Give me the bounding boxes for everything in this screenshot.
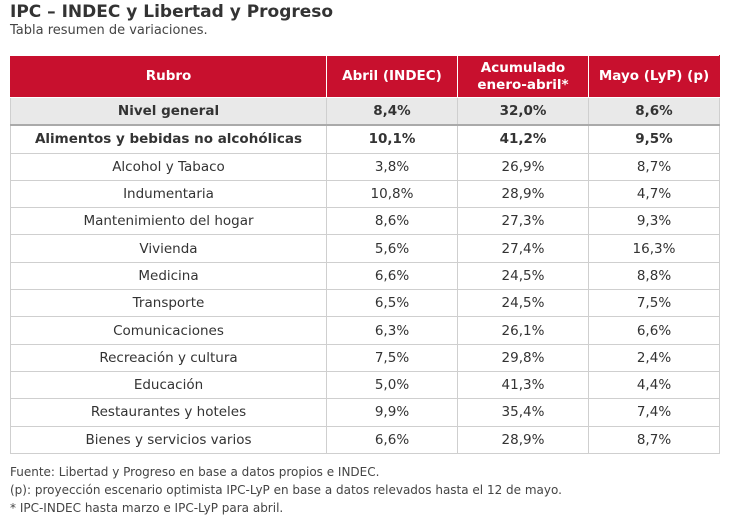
cell-mayo: 9,3% (588, 207, 720, 236)
cell-abril: 6,5% (326, 289, 458, 318)
page-title: IPC – INDEC y Libertad y Progreso (10, 2, 334, 22)
cell-abril: 6,6% (326, 425, 458, 454)
cell-abril: 6,3% (326, 316, 458, 345)
cell-abril: 8,6% (326, 207, 458, 236)
table-row: Restaurantes y hoteles 9,9% 35,4% 7,4% (10, 398, 720, 427)
cell-acumulado: 27,4% (457, 234, 589, 263)
table-row: Educación 5,0% 41,3% 4,4% (10, 370, 720, 400)
cell-mayo: 6,6% (588, 316, 720, 345)
cell-mayo: 7,5% (588, 289, 720, 318)
cell-mayo: 4,7% (588, 179, 720, 209)
cell-mayo: 8,7% (588, 152, 720, 181)
cell-abril: 5,6% (326, 234, 458, 263)
cell-rubro: Indumentaria (10, 179, 327, 209)
source-note: Fuente: Libertad y Progreso en base a da… (10, 465, 380, 479)
cell-mayo: 16,3% (588, 234, 720, 263)
cell-acumulado: 28,9% (457, 179, 589, 209)
variations-table: Rubro Abril (INDEC) Acumulado enero-abri… (10, 55, 720, 454)
header-acumulado: Acumulado enero-abril* (457, 55, 589, 98)
cell-acumulado: 27,3% (457, 207, 589, 236)
header-rubro: Rubro (10, 55, 327, 98)
table-row: Transporte 6,5% 24,5% 7,5% (10, 289, 720, 318)
cell-abril: 3,8% (326, 152, 458, 181)
cell-rubro: Nivel general (10, 97, 327, 127)
asterisk-note: * IPC-INDEC hasta marzo e IPC-LyP para a… (10, 501, 284, 515)
cell-acumulado: 41,3% (457, 370, 589, 400)
table-row: Alcohol y Tabaco 3,8% 26,9% 8,7% (10, 152, 720, 181)
cell-acumulado: 41,2% (457, 124, 589, 154)
cell-abril: 10,8% (326, 179, 458, 209)
cell-rubro: Vivienda (10, 234, 327, 263)
cell-rubro: Comunicaciones (10, 316, 327, 345)
cell-rubro: Mantenimiento del hogar (10, 207, 327, 236)
table-row: Recreación y cultura 7,5% 29,8% 2,4% (10, 343, 720, 372)
cell-rubro: Alcohol y Tabaco (10, 152, 327, 181)
cell-abril: 10,1% (326, 124, 458, 154)
table-row: Comunicaciones 6,3% 26,1% 6,6% (10, 316, 720, 345)
cell-mayo: 8,6% (588, 97, 720, 127)
cell-abril: 6,6% (326, 261, 458, 291)
cell-acumulado: 32,0% (457, 97, 589, 127)
table-row: Indumentaria 10,8% 28,9% 4,7% (10, 179, 720, 209)
table-header-row: Rubro Abril (INDEC) Acumulado enero-abri… (10, 55, 720, 98)
cell-acumulado: 28,9% (457, 425, 589, 454)
cell-rubro: Restaurantes y hoteles (10, 398, 327, 427)
cell-rubro: Bienes y servicios varios (10, 425, 327, 454)
cell-acumulado: 24,5% (457, 261, 589, 291)
cell-acumulado: 26,1% (457, 316, 589, 345)
cell-acumulado: 26,9% (457, 152, 589, 181)
projection-note: (p): proyección escenario optimista IPC-… (10, 483, 562, 497)
cell-abril: 9,9% (326, 398, 458, 427)
cell-mayo: 8,7% (588, 425, 720, 454)
header-abril-indec: Abril (INDEC) (326, 55, 458, 98)
cell-rubro: Transporte (10, 289, 327, 318)
table-row: Bienes y servicios varios 6,6% 28,9% 8,7… (10, 425, 720, 454)
cell-mayo: 2,4% (588, 343, 720, 372)
cell-mayo: 8,8% (588, 261, 720, 291)
cell-mayo: 9,5% (588, 124, 720, 154)
cell-acumulado: 35,4% (457, 398, 589, 427)
cell-rubro: Educación (10, 370, 327, 400)
cell-abril: 7,5% (326, 343, 458, 372)
cell-rubro: Alimentos y bebidas no alcohólicas (10, 124, 327, 154)
cell-acumulado: 24,5% (457, 289, 589, 318)
table-row: Vivienda 5,6% 27,4% 16,3% (10, 234, 720, 263)
table-row: Alimentos y bebidas no alcohólicas 10,1%… (10, 124, 720, 154)
table-row: Medicina 6,6% 24,5% 8,8% (10, 261, 720, 291)
cell-abril: 5,0% (326, 370, 458, 400)
table-row: Mantenimiento del hogar 8,6% 27,3% 9,3% (10, 207, 720, 236)
cell-rubro: Medicina (10, 261, 327, 291)
cell-abril: 8,4% (326, 97, 458, 127)
header-mayo-lyp: Mayo (LyP) (p) (588, 55, 720, 98)
cell-mayo: 4,4% (588, 370, 720, 400)
cell-rubro: Recreación y cultura (10, 343, 327, 372)
cell-mayo: 7,4% (588, 398, 720, 427)
table-row-nivel-general: Nivel general 8,4% 32,0% 8,6% (10, 97, 720, 127)
page-subtitle: Tabla resumen de variaciones. (10, 23, 208, 38)
cell-acumulado: 29,8% (457, 343, 589, 372)
footnotes: Fuente: Libertad y Progreso en base a da… (10, 463, 562, 517)
